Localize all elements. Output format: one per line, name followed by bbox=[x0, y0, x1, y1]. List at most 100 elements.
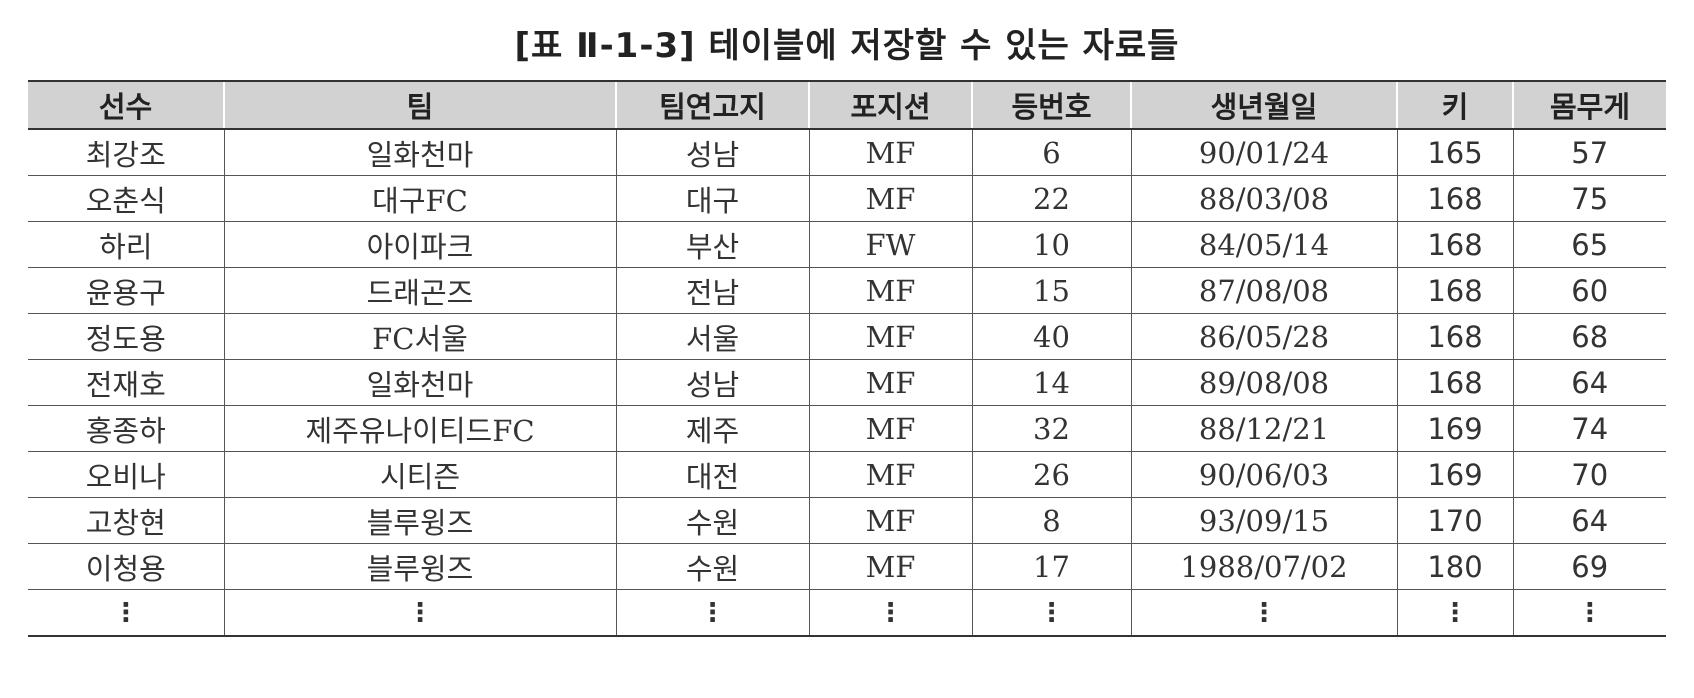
cell-birthdate: 89/08/08 bbox=[1130, 359, 1397, 406]
player-data-table: 선수 팀 팀연고지 포지션 등번호 생년월일 키 몸무게 최강조 일화천마 성남… bbox=[28, 80, 1666, 637]
table-row: 전재호 일화천마 성남 MF 14 89/08/08 168 64 bbox=[28, 359, 1666, 406]
header-cell-position: 포지션 bbox=[808, 80, 972, 130]
cell-player: 윤용구 bbox=[28, 267, 224, 314]
cell-height: 170 bbox=[1396, 497, 1513, 544]
header-cell-weight: 몸무게 bbox=[1512, 80, 1666, 130]
cell-hometown: 성남 bbox=[615, 359, 809, 406]
cell-player: 최강조 bbox=[28, 129, 224, 176]
ellipsis-cell: ⋮ bbox=[971, 589, 1131, 637]
cell-player: 정도용 bbox=[28, 313, 224, 360]
cell-weight: 64 bbox=[1512, 497, 1666, 544]
cell-hometown: 수원 bbox=[615, 543, 809, 590]
table-row: 하리 아이파크 부산 FW 10 84/05/14 168 65 bbox=[28, 221, 1666, 268]
cell-hometown: 대전 bbox=[615, 451, 809, 498]
ellipsis-cell: ⋮ bbox=[223, 589, 616, 637]
cell-position: MF bbox=[808, 129, 972, 176]
cell-birthdate: 93/09/15 bbox=[1130, 497, 1397, 544]
cell-team: 블루윙즈 bbox=[223, 543, 616, 590]
cell-hometown: 성남 bbox=[615, 129, 809, 176]
ellipsis-cell: ⋮ bbox=[28, 589, 224, 637]
cell-position: MF bbox=[808, 267, 972, 314]
cell-position: MF bbox=[808, 405, 972, 452]
cell-player: 오춘식 bbox=[28, 175, 224, 222]
cell-birthdate: 84/05/14 bbox=[1130, 221, 1397, 268]
ellipsis-cell: ⋮ bbox=[615, 589, 809, 637]
table-row: 홍종하 제주유나이티드FC 제주 MF 32 88/12/21 169 74 bbox=[28, 405, 1666, 452]
cell-team: 아이파크 bbox=[223, 221, 616, 268]
cell-weight: 75 bbox=[1512, 175, 1666, 222]
cell-birthdate: 87/08/08 bbox=[1130, 267, 1397, 314]
cell-birthdate: 88/03/08 bbox=[1130, 175, 1397, 222]
cell-team: 드래곤즈 bbox=[223, 267, 616, 314]
table-row: 이청용 블루윙즈 수원 MF 17 1988/07/02 180 69 bbox=[28, 543, 1666, 590]
cell-number: 40 bbox=[971, 313, 1131, 360]
cell-player: 고창현 bbox=[28, 497, 224, 544]
cell-player: 하리 bbox=[28, 221, 224, 268]
cell-weight: 60 bbox=[1512, 267, 1666, 314]
cell-team: 일화천마 bbox=[223, 359, 616, 406]
table-row: 최강조 일화천마 성남 MF 6 90/01/24 165 57 bbox=[28, 129, 1666, 176]
cell-birthdate: 90/06/03 bbox=[1130, 451, 1397, 498]
cell-player: 이청용 bbox=[28, 543, 224, 590]
cell-team: 제주유나이티드FC bbox=[223, 405, 616, 452]
cell-player: 홍종하 bbox=[28, 405, 224, 452]
cell-number: 26 bbox=[971, 451, 1131, 498]
cell-height: 168 bbox=[1396, 359, 1513, 406]
cell-weight: 57 bbox=[1512, 129, 1666, 176]
cell-number: 6 bbox=[971, 129, 1131, 176]
header-cell-birthdate: 생년월일 bbox=[1130, 80, 1397, 130]
cell-number: 14 bbox=[971, 359, 1131, 406]
cell-height: 169 bbox=[1396, 451, 1513, 498]
cell-height: 168 bbox=[1396, 267, 1513, 314]
cell-birthdate: 88/12/21 bbox=[1130, 405, 1397, 452]
header-cell-number: 등번호 bbox=[971, 80, 1131, 130]
cell-weight: 70 bbox=[1512, 451, 1666, 498]
cell-team: FC서울 bbox=[223, 313, 616, 360]
cell-hometown: 부산 bbox=[615, 221, 809, 268]
cell-position: MF bbox=[808, 175, 972, 222]
cell-team: 시티즌 bbox=[223, 451, 616, 498]
cell-position: MF bbox=[808, 543, 972, 590]
header-cell-height: 키 bbox=[1396, 80, 1513, 130]
table-row: 오비나 시티즌 대전 MF 26 90/06/03 169 70 bbox=[28, 451, 1666, 498]
cell-birthdate: 86/05/28 bbox=[1130, 313, 1397, 360]
header-cell-hometown: 팀연고지 bbox=[615, 80, 809, 130]
ellipsis-cell: ⋮ bbox=[1396, 589, 1513, 637]
ellipsis-row: ⋮ ⋮ ⋮ ⋮ ⋮ ⋮ ⋮ ⋮ bbox=[28, 589, 1666, 637]
cell-position: MF bbox=[808, 359, 972, 406]
ellipsis-cell: ⋮ bbox=[1512, 589, 1666, 637]
header-cell-team: 팀 bbox=[223, 80, 616, 130]
header-row: 선수 팀 팀연고지 포지션 등번호 생년월일 키 몸무게 bbox=[28, 80, 1666, 130]
cell-height: 168 bbox=[1396, 221, 1513, 268]
cell-weight: 68 bbox=[1512, 313, 1666, 360]
cell-height: 180 bbox=[1396, 543, 1513, 590]
cell-birthdate: 1988/07/02 bbox=[1130, 543, 1397, 590]
cell-birthdate: 90/01/24 bbox=[1130, 129, 1397, 176]
cell-position: MF bbox=[808, 313, 972, 360]
table-row: 고창현 블루윙즈 수원 MF 8 93/09/15 170 64 bbox=[28, 497, 1666, 544]
cell-team: 블루윙즈 bbox=[223, 497, 616, 544]
cell-player: 전재호 bbox=[28, 359, 224, 406]
ellipsis-cell: ⋮ bbox=[808, 589, 972, 637]
table-row: 정도용 FC서울 서울 MF 40 86/05/28 168 68 bbox=[28, 313, 1666, 360]
ellipsis-cell: ⋮ bbox=[1130, 589, 1397, 637]
table-row: 오춘식 대구FC 대구 MF 22 88/03/08 168 75 bbox=[28, 175, 1666, 222]
cell-number: 10 bbox=[971, 221, 1131, 268]
cell-number: 22 bbox=[971, 175, 1131, 222]
cell-weight: 74 bbox=[1512, 405, 1666, 452]
cell-height: 168 bbox=[1396, 175, 1513, 222]
cell-number: 8 bbox=[971, 497, 1131, 544]
cell-number: 32 bbox=[971, 405, 1131, 452]
cell-height: 165 bbox=[1396, 129, 1513, 176]
cell-position: MF bbox=[808, 497, 972, 544]
table-row: 윤용구 드래곤즈 전남 MF 15 87/08/08 168 60 bbox=[28, 267, 1666, 314]
cell-weight: 69 bbox=[1512, 543, 1666, 590]
cell-position: MF bbox=[808, 451, 972, 498]
cell-height: 169 bbox=[1396, 405, 1513, 452]
cell-hometown: 전남 bbox=[615, 267, 809, 314]
cell-team: 대구FC bbox=[223, 175, 616, 222]
table-caption: [표 Ⅱ-1-3] 테이블에 저장할 수 있는 자료들 bbox=[514, 26, 1180, 66]
cell-position: FW bbox=[808, 221, 972, 268]
cell-hometown: 서울 bbox=[615, 313, 809, 360]
cell-weight: 64 bbox=[1512, 359, 1666, 406]
